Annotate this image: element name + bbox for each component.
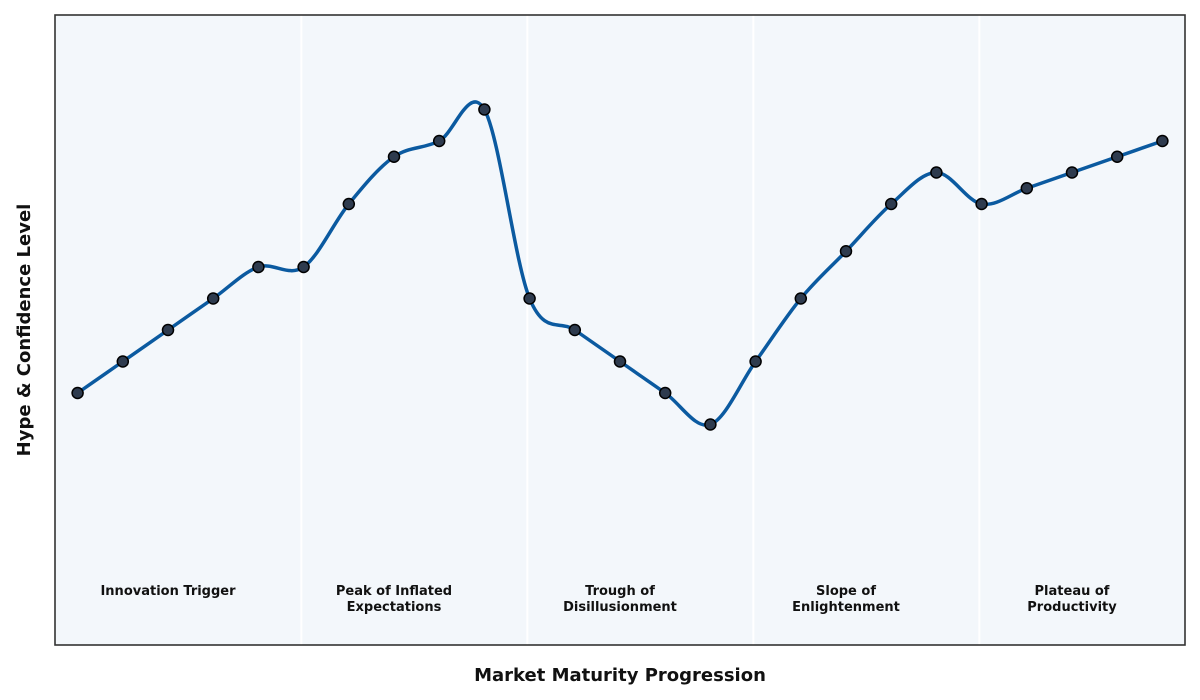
plot-frame [54,14,1186,646]
data-point [478,103,491,116]
phase-label: Plateau of Productivity [1027,584,1117,615]
data-point [297,260,310,274]
data-point [1065,166,1079,179]
hype-curve-line [75,100,1165,427]
data-point [568,323,582,337]
data-point [658,386,672,400]
data-point [930,166,943,179]
data-point [1110,150,1124,163]
data-point [252,260,265,274]
data-point [71,386,84,400]
y-axis-title: Hype & Confidence Level [14,204,35,457]
data-point [432,134,446,148]
phase-label: Peak of Inflated Expectations [336,584,452,615]
phase-label: Innovation Trigger [100,584,236,599]
x-axis-title: Market Maturity Progression [474,665,766,686]
phase-separators [300,15,981,645]
plot-background [55,15,1185,645]
data-point [1156,134,1169,148]
data-point [1020,182,1034,195]
data-point [839,245,853,258]
data-point [975,197,988,211]
data-point [387,150,401,163]
data-point [116,355,130,368]
data-point [884,197,898,211]
phase-labels: Innovation Trigger Peak of Inflated Expect… [100,584,1117,615]
data-point [523,292,536,305]
data-point [161,323,175,337]
data-markers [71,103,1169,431]
data-point [206,292,220,305]
phase-label: Trough of Disillusionment [563,584,677,615]
phase-label: Slope of Enlightenment [792,584,900,615]
data-point [704,418,717,431]
data-point [749,355,762,368]
data-point [794,292,808,305]
data-point [613,355,627,368]
data-point [342,197,356,211]
